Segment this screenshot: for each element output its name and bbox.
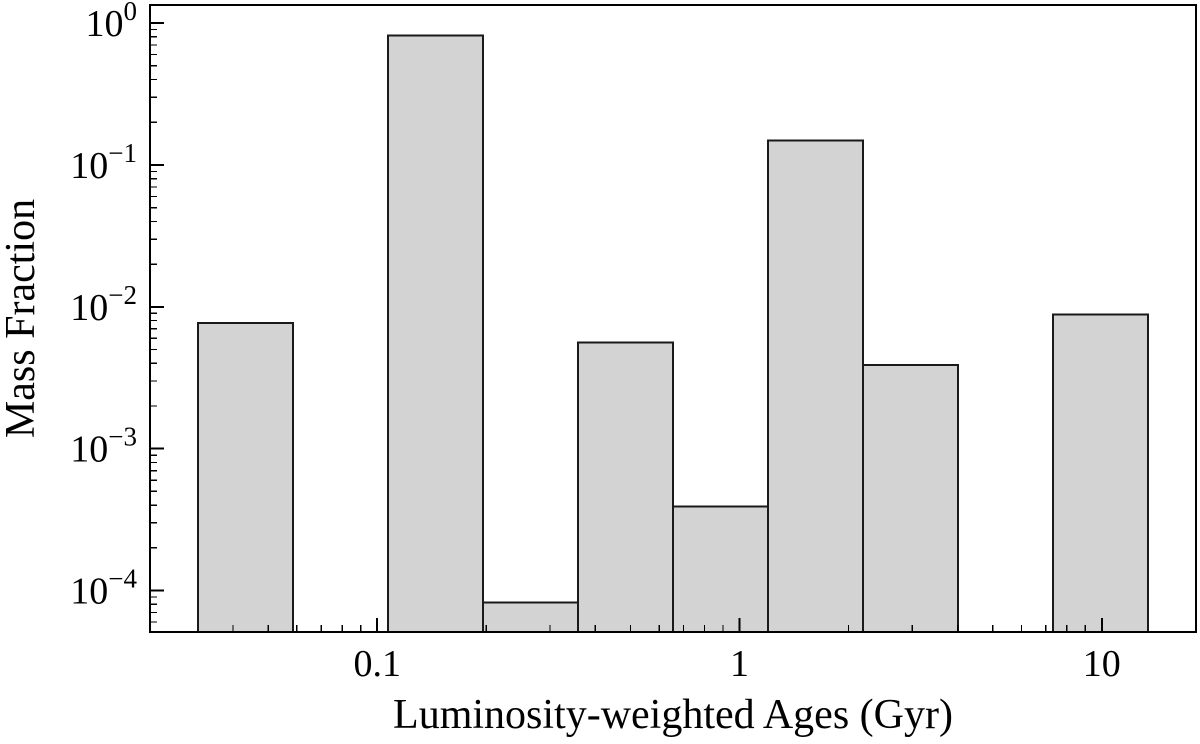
x-axis-label: Luminosity-weighted Ages (Gyr): [393, 692, 953, 738]
histogram-bar: [576, 341, 675, 633]
y-tick-label: 100: [86, 0, 138, 45]
y-tick-label: 10−3: [70, 422, 137, 471]
histogram-bar: [671, 505, 769, 634]
histogram-bar: [766, 139, 864, 634]
histogram-bar: [861, 363, 959, 633]
bars-layer: [196, 34, 1149, 634]
plot-border: [149, 4, 1197, 633]
tick-labels-layer: 0.1 1 10 100 10−1 10−2 10−3 10−4: [70, 0, 1121, 685]
histogram-bar: [1051, 313, 1149, 633]
histogram-bar: [196, 321, 294, 633]
y-tick-label: 10−1: [70, 138, 137, 187]
x-tick-label: 1: [730, 643, 749, 685]
histogram-bar: [482, 601, 579, 634]
y-tick-label: 10−2: [70, 280, 137, 329]
histogram-bar: [386, 34, 484, 634]
axes-layer: [149, 4, 1197, 633]
x-tick-label: 10: [1083, 643, 1121, 685]
y-tick-label: 10−4: [70, 564, 137, 613]
y-axis-label: Mass Fraction: [0, 199, 44, 438]
x-tick-label: 0.1: [353, 643, 401, 685]
